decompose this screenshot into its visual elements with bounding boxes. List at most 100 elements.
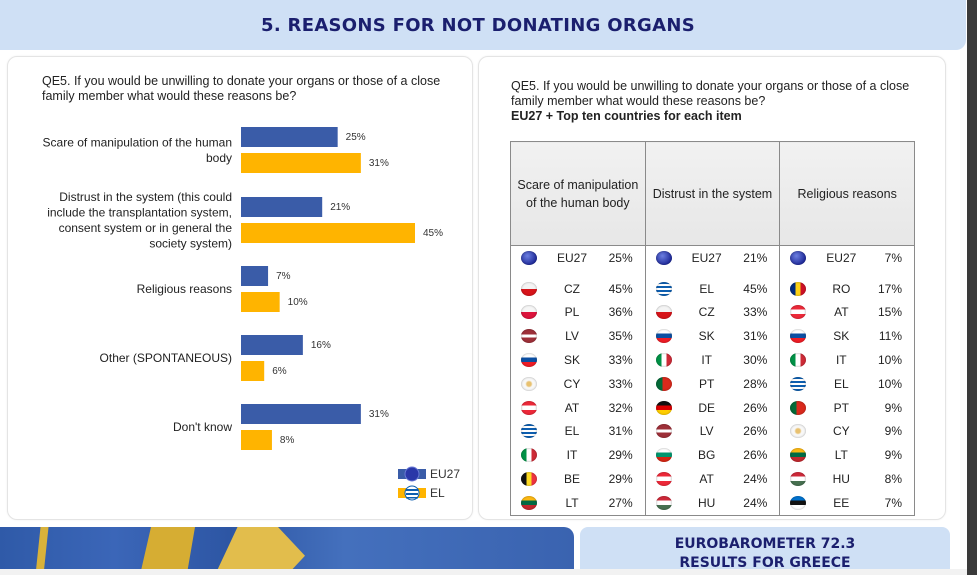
greece-flag-stripe xyxy=(406,493,418,495)
column-religious: EU27 7% RO 17% AT 15% SK 11% IT 10% EL 10% PT 9% CY 9% L… xyxy=(779,245,915,516)
country-value: 31% xyxy=(608,424,633,439)
bar-el xyxy=(241,430,272,450)
country-value: 9% xyxy=(884,400,902,415)
cyprus-flag-icon xyxy=(790,424,807,439)
country-code: CZ xyxy=(564,281,580,296)
country-value: 7% xyxy=(884,250,902,265)
country-value: 45% xyxy=(743,281,768,296)
hungary-flag-icon xyxy=(655,495,672,510)
country-value: 33% xyxy=(608,376,633,391)
table-row: EL 10% xyxy=(780,372,914,396)
austria-flag-icon xyxy=(655,472,672,487)
country-value: 15% xyxy=(877,305,902,320)
table-row: EU27 21% xyxy=(646,246,780,270)
country-code: EU27 xyxy=(826,250,857,265)
table-row: EL 31% xyxy=(511,420,645,444)
bar-el xyxy=(241,153,361,173)
table-question-text: QE5. If you would be unwilling to donate… xyxy=(511,79,910,108)
czech-flag-icon xyxy=(655,305,672,320)
poland-flag-icon xyxy=(521,305,537,320)
country-code: LV xyxy=(699,424,714,439)
country-value: 32% xyxy=(608,400,633,415)
footer-line-2: RESULTS FOR GREECE xyxy=(679,555,851,571)
country-code: LV xyxy=(565,329,579,344)
bar-eu27 xyxy=(241,335,303,355)
table-row: LV 26% xyxy=(646,420,780,444)
column-header-manipulation: Scare of manipulation of the human body xyxy=(510,141,646,246)
category-label: society system) xyxy=(149,236,232,250)
table-row: LT 27% xyxy=(511,491,645,515)
bar-eu27 xyxy=(241,127,338,147)
column-distrust: EU27 21% EL 45% CZ 33% SK 31% IT 30% PT 28% DE 26% LV 2… xyxy=(644,245,781,516)
column-header-religious: Religious reasons xyxy=(779,141,915,246)
table-row: CZ 33% xyxy=(646,301,780,325)
legend-label-el: EL xyxy=(430,486,445,500)
country-value: 25% xyxy=(608,250,633,265)
footer-line-1: EUROBAROMETER 72.3 xyxy=(674,536,856,552)
country-code: SK xyxy=(698,329,715,344)
country-value: 45% xyxy=(608,281,633,296)
lithuania-flag-icon xyxy=(790,448,807,463)
austria-flag-icon xyxy=(521,400,537,415)
eu-flag-icon xyxy=(790,250,807,265)
lithuania-flag-icon xyxy=(521,495,537,510)
country-code: SK xyxy=(833,329,850,344)
italy-flag-icon xyxy=(655,353,672,368)
country-code: AT xyxy=(564,400,580,415)
slovakia-flag-icon xyxy=(655,329,672,344)
country-code: AT xyxy=(699,472,714,487)
country-value: 29% xyxy=(608,448,633,463)
table-row: IT 29% xyxy=(511,443,645,467)
category-label: consent system or in general the xyxy=(59,221,233,235)
country-value: 28% xyxy=(743,376,768,391)
country-value: 36% xyxy=(608,305,633,320)
eu-flag-icon xyxy=(655,250,672,265)
hungary-flag-icon xyxy=(790,472,807,487)
country-code: EU27 xyxy=(556,250,588,265)
bulgaria-flag-icon xyxy=(655,448,672,463)
czech-flag-icon xyxy=(521,281,537,296)
country-code: AT xyxy=(834,305,849,320)
bar-chart-panel: QE5. If you would be unwilling to donate… xyxy=(7,56,473,520)
bar-chart: Scare of manipulation of the human body 25… xyxy=(43,127,460,501)
chart-question: QE5. If you would be unwilling to donate… xyxy=(42,74,441,103)
country-value: 33% xyxy=(608,353,633,368)
eu-flag-banner-image xyxy=(0,527,574,575)
country-value: 33% xyxy=(743,305,768,320)
column-manipulation: EU27 25% CZ 45% PL 36% LV 35% SK 33% CY 33% AT 32% EL 3… xyxy=(510,245,646,516)
bar-eu27 xyxy=(241,266,269,286)
country-value: 35% xyxy=(608,329,633,344)
data-label: 16% xyxy=(311,340,331,351)
country-value: 30% xyxy=(743,353,768,368)
country-code: HU xyxy=(832,472,850,487)
greece-flag-stripe xyxy=(406,497,418,499)
estonia-flag-icon xyxy=(790,495,807,510)
category-label: Religious reasons xyxy=(137,282,232,296)
table-row: AT 32% xyxy=(511,396,645,420)
country-code: LT xyxy=(834,448,848,463)
belgium-flag-icon xyxy=(521,472,537,487)
country-code: DE xyxy=(698,400,715,415)
country-value: 31% xyxy=(743,329,768,344)
data-label: 7% xyxy=(276,271,291,282)
country-code: PT xyxy=(833,400,849,415)
country-code: EL xyxy=(564,424,580,439)
legend-label-eu27: EU27 xyxy=(430,467,460,481)
country-code: CY xyxy=(563,376,581,391)
table-row: PT 28% xyxy=(646,372,780,396)
bar-el xyxy=(241,361,265,381)
footer-box: EUROBAROMETER 72.3 RESULTS FOR GREECE xyxy=(580,527,950,575)
country-value: 24% xyxy=(743,472,768,487)
country-code: BG xyxy=(697,448,716,463)
country-code: EL xyxy=(699,281,714,296)
table-row: EU27 25% xyxy=(511,246,645,270)
germany-flag-icon xyxy=(655,400,672,415)
category-label: Distrust in the system (this could xyxy=(59,190,232,204)
table-row: CY 9% xyxy=(780,420,914,444)
eu-flag-icon xyxy=(404,466,420,482)
category-label: include the transplantation system, xyxy=(47,205,232,219)
country-value: 9% xyxy=(884,424,902,439)
bottom-strip xyxy=(0,569,967,575)
austria-flag-icon xyxy=(790,305,807,320)
latvia-flag-icon xyxy=(655,424,672,439)
